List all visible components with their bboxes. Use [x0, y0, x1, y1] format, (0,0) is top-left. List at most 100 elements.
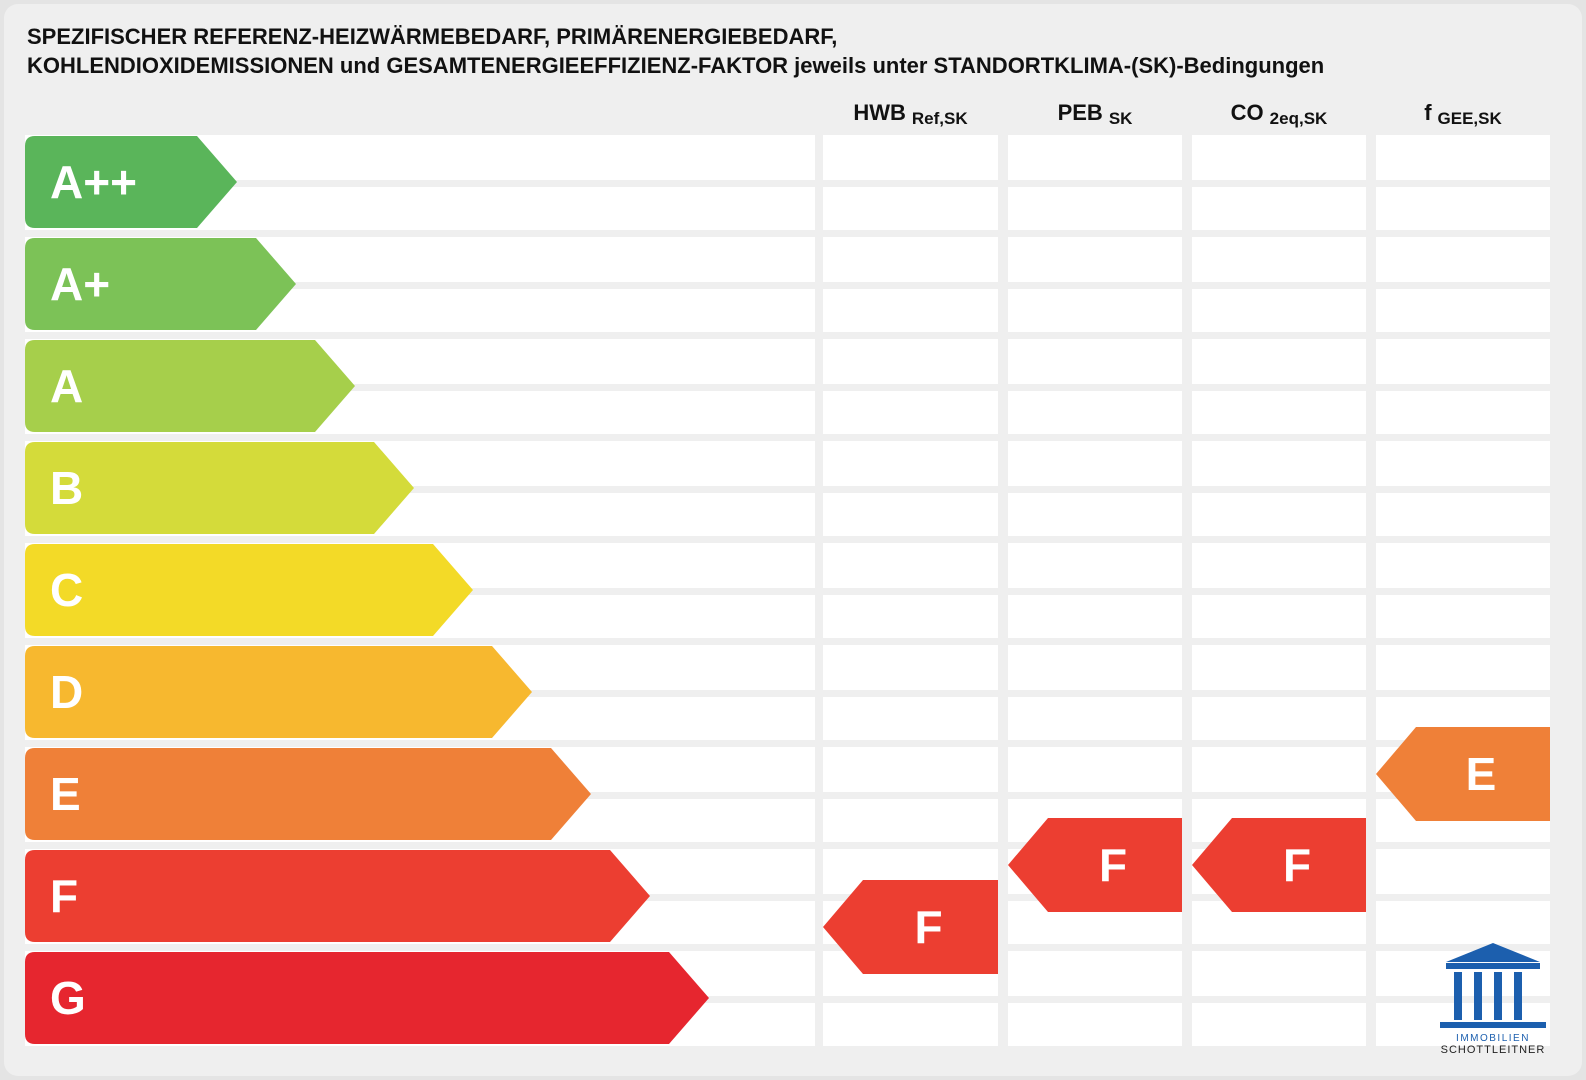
column-header: HWB Ref,SK — [853, 100, 968, 128]
header-main: f — [1424, 100, 1432, 125]
ratings: F F F E — [823, 727, 1550, 974]
grid-strip — [1376, 339, 1550, 384]
column-headers: HWB Ref,SK PEB SK CO 2eq,SK f GEE,SK — [853, 100, 1502, 128]
class-label: B — [50, 462, 83, 514]
grid-strip — [823, 339, 998, 384]
grid-strip — [1008, 135, 1182, 180]
grid-strip — [1376, 289, 1550, 332]
class-label: A — [50, 360, 83, 412]
grid-strip — [1008, 543, 1182, 588]
rating-label: F — [1099, 839, 1127, 891]
grid-strip — [823, 187, 998, 230]
grid-strip — [1008, 339, 1182, 384]
grid-strip — [1008, 493, 1182, 536]
header-main: CO — [1231, 100, 1264, 125]
grid-strip — [1008, 645, 1182, 690]
grid-strip — [1192, 289, 1366, 332]
grid-strip — [1192, 951, 1366, 996]
logo-column — [1514, 972, 1522, 1020]
rating-label: F — [914, 901, 942, 953]
class-label: G — [50, 972, 86, 1024]
grid-strip — [1008, 237, 1182, 282]
grid-strip — [1008, 697, 1182, 740]
grid-strip — [1192, 747, 1366, 792]
grid-strip — [1192, 339, 1366, 384]
class-label: A+ — [50, 258, 110, 310]
class-arrow — [25, 340, 355, 432]
grid-strip — [1192, 493, 1366, 536]
column-header: CO 2eq,SK — [1231, 100, 1328, 128]
class-label: F — [50, 870, 78, 922]
class-label: D — [50, 666, 83, 718]
logo-text: SCHOTTLEITNER — [1441, 1044, 1546, 1056]
grid-strip — [1376, 493, 1550, 536]
grid-strip — [1008, 595, 1182, 638]
grid-strip — [823, 493, 998, 536]
grid-strip — [1376, 135, 1550, 180]
grid-strip — [823, 1003, 998, 1046]
header-sub: Ref,SK — [912, 109, 968, 128]
grid-strip — [1192, 595, 1366, 638]
grid-strip — [823, 799, 998, 842]
grid-strip — [1376, 237, 1550, 282]
rating-arrow — [1376, 727, 1550, 821]
class-label: A++ — [50, 156, 137, 208]
rating-label: E — [1466, 748, 1497, 800]
class-arrow — [25, 136, 237, 228]
grid-strip — [823, 391, 998, 434]
grid-strip — [1376, 595, 1550, 638]
grid-strip — [1376, 849, 1550, 894]
class-arrow — [25, 442, 414, 534]
rating-arrow — [823, 880, 998, 974]
class-label: C — [50, 564, 83, 616]
grid-strip — [1192, 543, 1366, 588]
header-sub: 2eq,SK — [1270, 109, 1328, 128]
grid-strip — [823, 289, 998, 332]
grid-strip — [1376, 441, 1550, 486]
grid-strip — [1192, 237, 1366, 282]
grid-strip — [1376, 187, 1550, 230]
grid-strip — [1192, 187, 1366, 230]
rating-arrow — [1192, 818, 1366, 912]
grid-strip — [1008, 747, 1182, 792]
grid-strip — [1008, 391, 1182, 434]
logo-column — [1454, 972, 1462, 1020]
grid-strip — [1192, 135, 1366, 180]
rating-label: F — [1283, 839, 1311, 891]
grid-strip — [1376, 901, 1550, 944]
class-arrow — [25, 952, 709, 1044]
grid-strip — [823, 645, 998, 690]
class-arrow — [25, 646, 532, 738]
grid-strip — [823, 747, 998, 792]
grid-strip — [823, 697, 998, 740]
grid-strip — [823, 543, 998, 588]
grid-strip — [823, 237, 998, 282]
grid-strip — [823, 595, 998, 638]
grid-strip — [1192, 441, 1366, 486]
column-header: f GEE,SK — [1424, 100, 1502, 128]
grid-strip — [1008, 441, 1182, 486]
logo-column — [1474, 972, 1482, 1020]
logo-base — [1440, 1022, 1546, 1028]
logo-text: IMMOBILIEN — [1456, 1033, 1530, 1044]
logo: IMMOBILIEN SCHOTTLEITNER — [1440, 943, 1546, 1056]
grid-strip — [823, 441, 998, 486]
column-header: PEB SK — [1058, 100, 1134, 128]
rating-arrow — [1008, 818, 1182, 912]
grid-strip — [1008, 1003, 1182, 1046]
grid-strip — [1192, 391, 1366, 434]
grid-strip — [1008, 187, 1182, 230]
class-arrow — [25, 544, 473, 636]
grid-strip — [1192, 1003, 1366, 1046]
class-arrow — [25, 850, 650, 942]
grid-strip — [1192, 697, 1366, 740]
logo-column — [1494, 972, 1502, 1020]
class-arrow — [25, 238, 296, 330]
grid-strip — [1376, 645, 1550, 690]
header-main: PEB — [1058, 100, 1103, 125]
grid-strip — [1008, 951, 1182, 996]
grid-strip — [1192, 645, 1366, 690]
grid-strip — [1376, 391, 1550, 434]
